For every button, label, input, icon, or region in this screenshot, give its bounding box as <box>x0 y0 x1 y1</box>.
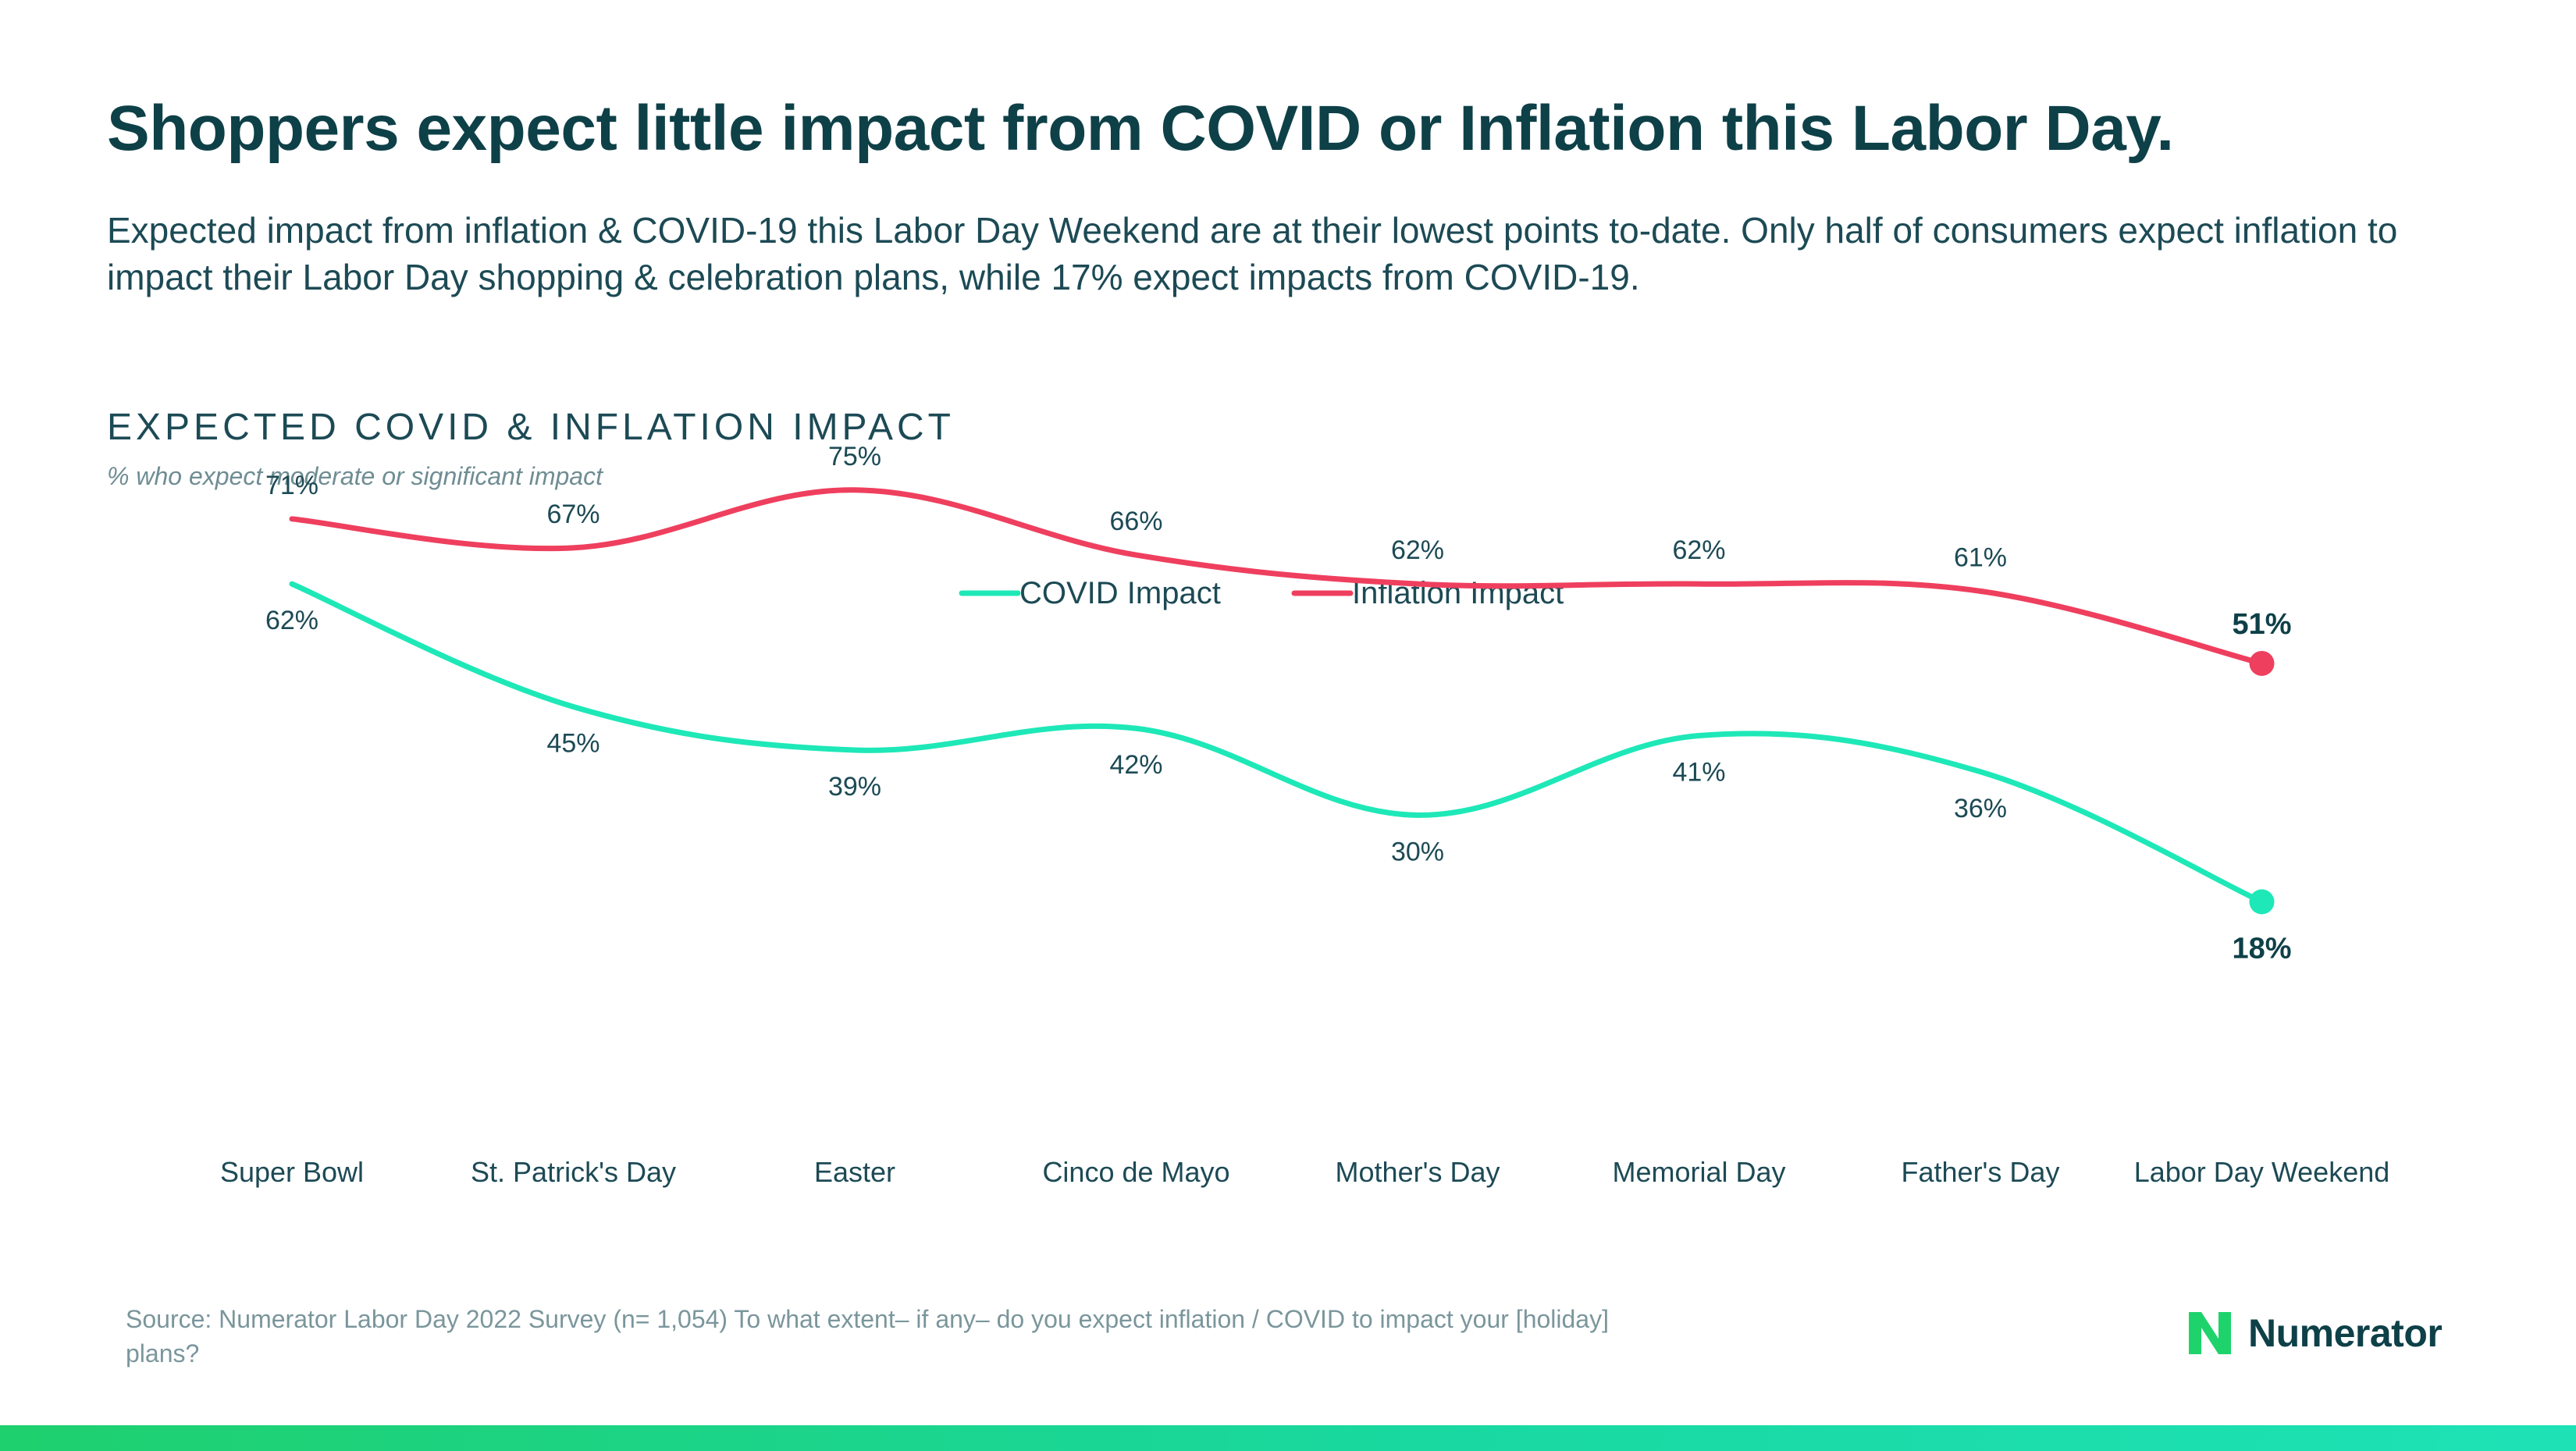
inflation-data-label: 62% <box>1391 535 1444 565</box>
inflation-data-label: 71% <box>265 471 318 500</box>
logo-text: Numerator <box>2248 1311 2443 1355</box>
x-tick-label: St. Patrick's Day <box>471 1156 676 1188</box>
covid-endpoint-marker <box>2249 889 2275 915</box>
covid-data-label: 45% <box>546 728 600 758</box>
covid-data-label: 39% <box>828 772 881 802</box>
inflation-data-label: 67% <box>546 500 600 529</box>
inflation-data-label: 75% <box>828 442 881 471</box>
covid-data-label: 36% <box>1954 794 2007 823</box>
x-axis-labels: Super Bowl St. Patrick's Day Easter Cinco d… <box>220 1156 2389 1188</box>
bottom-accent-bar <box>0 1425 2576 1451</box>
inflation-endpoint-marker <box>2249 650 2275 676</box>
chart-legend: COVID Impact Inflation Impact <box>959 576 1564 610</box>
covid-data-label: 42% <box>1109 750 1162 780</box>
x-tick-label: Labor Day Weekend <box>2134 1156 2390 1188</box>
data-labels: 62% 45% 39% 42% 30% 41% 36% 18% 71% 67% 75% 66% 62% 6… <box>265 442 2292 966</box>
covid-data-label: 18% <box>2232 932 2291 965</box>
inflation-data-label: 66% <box>1109 507 1162 536</box>
chart-subtitle: % who expect moderate or significant imp… <box>107 462 603 490</box>
x-tick-label: Cinco de Mayo <box>1042 1156 1229 1188</box>
covid-impact-line <box>289 581 2265 905</box>
chart-title: EXPECTED COVID & INFLATION IMPACT <box>107 407 955 448</box>
inflation-data-label: 62% <box>1672 535 1725 565</box>
series-lines <box>289 487 2275 915</box>
numerator-logo: Numerator <box>2186 1305 2443 1361</box>
x-tick-label: Easter <box>814 1156 895 1188</box>
x-tick-label: Mother's Day <box>1336 1156 1500 1188</box>
source-note: Source: Numerator Labor Day 2022 Survey … <box>126 1305 1609 1367</box>
covid-data-label: 62% <box>265 606 318 635</box>
page-title: Shoppers expect little impact from COVID… <box>107 93 2174 164</box>
covid-data-label: 30% <box>1391 837 1444 866</box>
x-tick-label: Memorial Day <box>1612 1156 1785 1188</box>
x-tick-label: Super Bowl <box>220 1156 364 1188</box>
covid-data-label: 41% <box>1672 758 1725 788</box>
legend-label: COVID Impact <box>1019 576 1221 610</box>
inflation-impact-line <box>289 487 2265 667</box>
page-description: Expected impact from inflation & COVID-1… <box>107 210 2398 297</box>
x-tick-label: Father's Day <box>1902 1156 2060 1188</box>
inflation-data-label: 61% <box>1954 542 2007 572</box>
inflation-data-label: 51% <box>2232 608 2291 641</box>
numerator-logo-icon <box>2189 1312 2231 1354</box>
